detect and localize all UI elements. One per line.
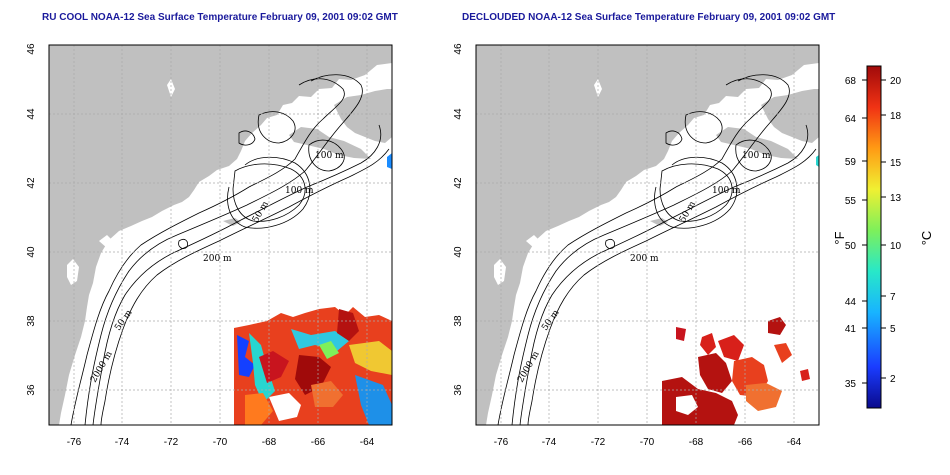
contour-label: 100 m [285, 186, 314, 196]
lon-tick-label: -68 [689, 437, 704, 448]
lon-tick-label: -74 [115, 437, 130, 448]
lat-tick-label: 38 [453, 315, 464, 327]
right-panel-title: DECLOUDED NOAA-12 Sea Surface Temperatur… [462, 12, 836, 23]
map-frame [48, 44, 393, 426]
fahrenheit-tick: 59 [845, 157, 857, 168]
celsius-tick: 7 [890, 292, 896, 303]
contour-label: 200 m [630, 254, 659, 264]
lon-tick-label: -70 [640, 437, 655, 448]
lon-tick-label: -76 [494, 437, 509, 448]
right-lon-axis: -76 -74 -72 -70 -68 -66 -64 [494, 437, 802, 448]
fahrenheit-tick: 44 [845, 297, 857, 308]
celsius-tick: 10 [890, 241, 902, 252]
fahrenheit-tick: 68 [845, 76, 857, 87]
contour-label: 100 m [712, 186, 741, 196]
lon-tick-label: -68 [262, 437, 277, 448]
temperature-colorbar: 68 64 59 55 50 44 41 35 20 18 15 13 10 7… [832, 65, 934, 409]
lon-tick-label: -64 [360, 437, 375, 448]
left-lat-axis: 36 38 40 42 44 46 [26, 43, 37, 396]
lon-tick-label: -72 [164, 437, 179, 448]
fahrenheit-tick: 64 [845, 114, 857, 125]
left-lon-axis: -76 -74 -72 -70 -68 -66 -64 [67, 437, 375, 448]
lat-tick-label: 44 [453, 108, 464, 120]
celsius-tick: 20 [890, 76, 902, 87]
right-lat-axis: 36 38 40 42 44 46 [453, 43, 464, 396]
celsius-tick: 13 [890, 193, 902, 204]
lat-tick-label: 46 [26, 43, 37, 55]
lon-tick-label: -72 [591, 437, 606, 448]
lat-tick-label: 40 [26, 246, 37, 258]
lat-tick-label: 42 [26, 177, 37, 189]
fahrenheit-tick: 41 [845, 324, 857, 335]
fahrenheit-axis-label: °F [832, 231, 847, 244]
lon-tick-label: -66 [738, 437, 753, 448]
lon-tick-label: -66 [311, 437, 326, 448]
lon-tick-label: -74 [542, 437, 557, 448]
celsius-tick: 5 [890, 324, 896, 335]
map-frame [475, 44, 820, 426]
lon-tick-label: -76 [67, 437, 82, 448]
lat-tick-label: 38 [26, 315, 37, 327]
celsius-tick: 15 [890, 158, 902, 169]
left-map-panel: 100 m 100 m 50 m 200 m 50 m 2000 m [48, 44, 393, 426]
fahrenheit-tick: 55 [845, 196, 857, 207]
celsius-tick: 2 [890, 374, 896, 385]
sst-swath [234, 153, 392, 425]
sst-declouded [662, 155, 819, 425]
lat-tick-label: 40 [453, 246, 464, 258]
celsius-tick: 18 [890, 111, 902, 122]
right-map-panel: 100 m 100 m 50 m 200 m 50 m 2000 m [475, 44, 820, 426]
lat-tick-label: 46 [453, 43, 464, 55]
lat-tick-label: 42 [453, 177, 464, 189]
celsius-axis-label: °C [919, 231, 934, 246]
left-panel-title: RU COOL NOAA-12 Sea Surface Temperature … [42, 12, 398, 23]
contour-label: 200 m [203, 254, 232, 264]
contour-label: 100 m [742, 151, 771, 161]
fahrenheit-tick: 35 [845, 379, 857, 390]
lon-tick-label: -64 [787, 437, 802, 448]
colorbar-gradient [866, 65, 882, 409]
lat-tick-label: 36 [453, 384, 464, 396]
lat-tick-label: 44 [26, 108, 37, 120]
contour-label: 100 m [315, 151, 344, 161]
fahrenheit-tick: 50 [845, 241, 857, 252]
lat-tick-label: 36 [26, 384, 37, 396]
lon-tick-label: -70 [213, 437, 228, 448]
